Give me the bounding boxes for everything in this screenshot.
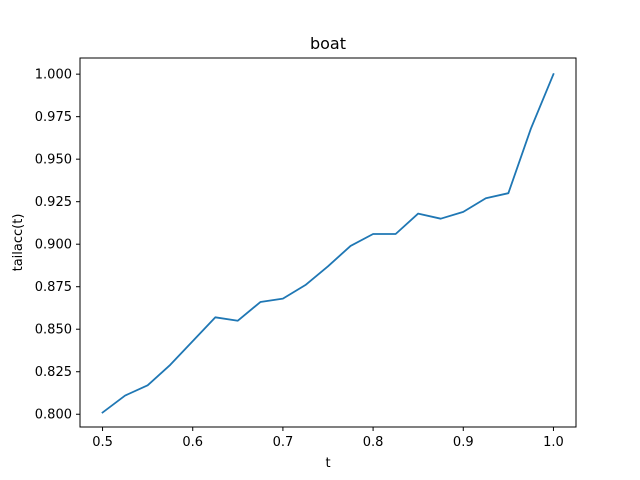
- y-tick-label: 0.800: [35, 408, 72, 423]
- x-tick-label: 1.0: [543, 435, 564, 450]
- x-axis: 0.5 0.6 0.7 0.8 0.9 1.0: [92, 427, 564, 450]
- y-tick-label: 0.850: [35, 323, 72, 338]
- x-tick-label: 0.5: [92, 435, 113, 450]
- x-tick-label: 0.9: [453, 435, 474, 450]
- x-tick-label: 0.7: [273, 435, 294, 450]
- y-tick-label: 0.825: [35, 365, 72, 380]
- x-tick-label: 0.8: [363, 435, 384, 450]
- y-axis: 0.800 0.825 0.850 0.875 0.900 0.925 0.950 0.975…: [35, 68, 80, 423]
- x-axis-label: t: [325, 456, 330, 471]
- plot-area: [101, 72, 555, 414]
- chart-title: boat: [310, 34, 346, 53]
- x-tick-label: 0.6: [182, 435, 203, 450]
- y-tick-label: 0.900: [35, 238, 72, 253]
- y-tick-label: 0.950: [35, 153, 72, 168]
- y-axis-label: tailacc(t): [11, 214, 26, 272]
- y-tick-label: 0.875: [35, 280, 72, 295]
- y-tick-label: 1.000: [35, 68, 72, 83]
- y-tick-label: 0.975: [35, 110, 72, 125]
- series-line: [101, 72, 555, 414]
- axes-frame: [79, 57, 577, 428]
- y-tick-label: 0.925: [35, 195, 72, 210]
